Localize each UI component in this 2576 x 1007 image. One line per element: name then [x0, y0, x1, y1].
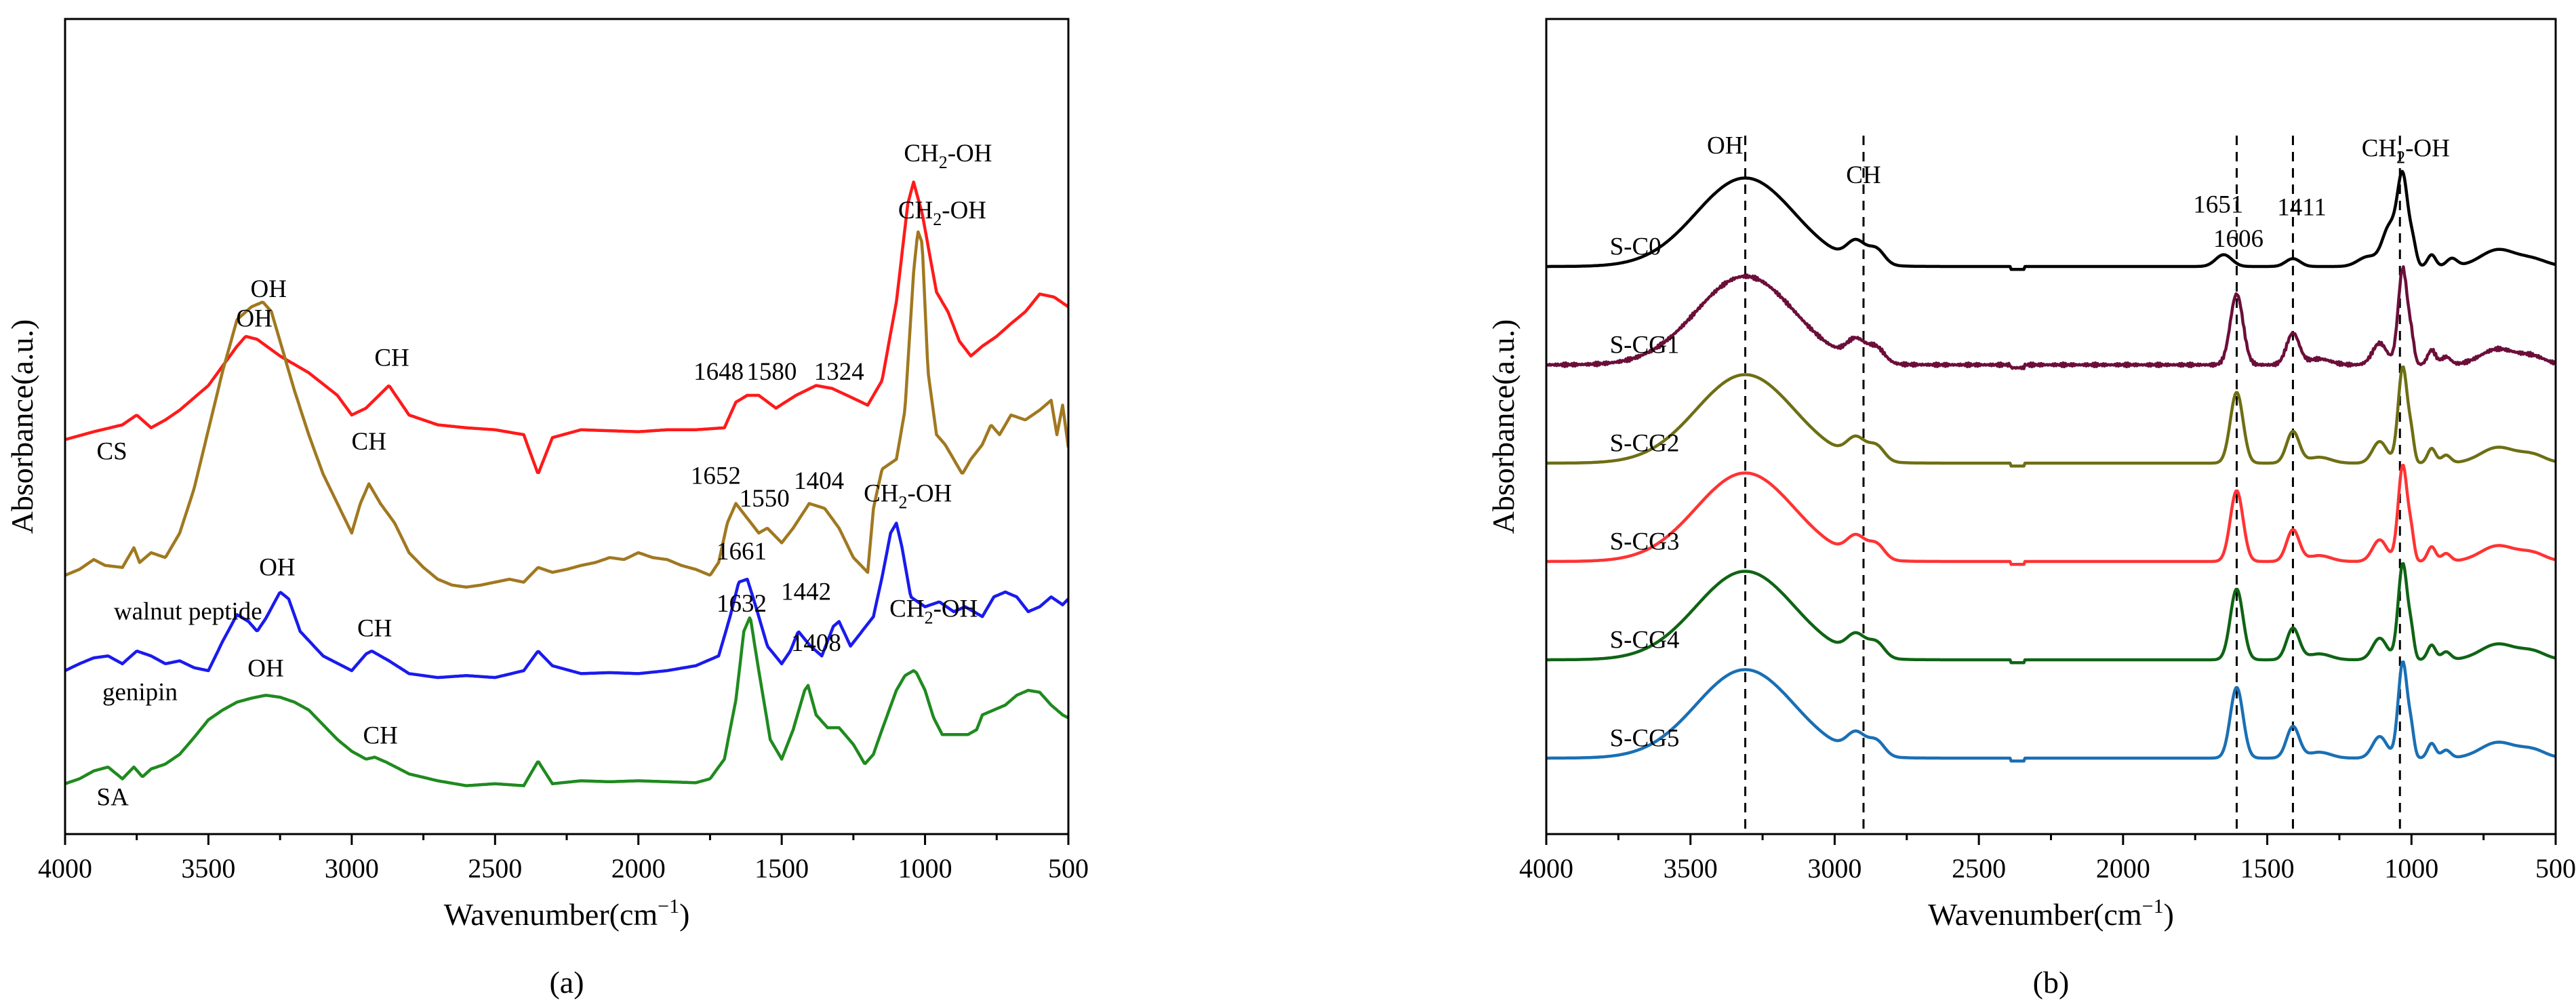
peak-label-ch2oh: CH2-OH: [2362, 135, 2450, 167]
peak-label: CH: [374, 344, 409, 372]
series-line-s-cg1: [1546, 265, 2556, 371]
peak-label: 1632: [717, 590, 767, 618]
x-tick-label: 3500: [1664, 853, 1718, 884]
peak-label: 1648: [693, 358, 744, 386]
peak-label: OH: [247, 655, 283, 683]
series-label: SA: [97, 784, 129, 812]
y-axis-label: Absorbance(a.u.): [5, 319, 39, 534]
peak-label: OH: [259, 553, 295, 581]
x-tick-label: 3000: [325, 853, 379, 884]
peak-label: 1651: [2193, 191, 2243, 218]
series-label: genipin: [102, 679, 178, 707]
peak-label-ch2oh: CH2-OH: [904, 140, 992, 172]
series-line-sa: [65, 616, 1068, 787]
peak-label-ch2oh: CH2-OH: [898, 197, 986, 229]
peak-label: 1411: [2277, 194, 2327, 222]
series-label: S-CG2: [1610, 430, 1680, 458]
peak-label-ch2oh: CH2-OH: [864, 480, 952, 513]
series-label: S-CG5: [1610, 725, 1680, 753]
peak-label: 1408: [791, 629, 841, 657]
series-line-s-cg5: [1546, 660, 2556, 763]
series-label: S-CG3: [1610, 528, 1680, 556]
x-tick-label: 4000: [38, 853, 92, 884]
panel-caption: (a): [549, 965, 584, 1000]
peak-label: 1404: [794, 467, 844, 495]
series-line-s-cg4: [1546, 561, 2556, 665]
peak-label: 1324: [814, 358, 864, 386]
series-label: S-C0: [1610, 233, 1662, 261]
peak-label: OH: [236, 305, 272, 333]
series-line-genipin: [65, 521, 1068, 679]
peak-label: OH: [1707, 132, 1743, 159]
peak-label: 1606: [2213, 225, 2263, 253]
x-tick-label: 500: [1048, 853, 1089, 884]
peak-label: 1580: [746, 358, 797, 386]
x-tick-label: 500: [2535, 853, 2576, 884]
panel-a: 4000 3500 3000 2500 2000 1500 1000 500 Wavenumbe…: [5, 18, 1089, 1000]
series-line-walnut-peptide: [65, 230, 1068, 589]
x-tick-label: 1000: [898, 853, 952, 884]
x-tick-label: 1500: [754, 853, 809, 884]
peak-label: OH: [251, 275, 287, 303]
x-axis-label: Wavenumber(cm−1): [1928, 895, 2174, 932]
x-tick-label: 2500: [468, 853, 522, 884]
x-tick-label: 2000: [2096, 853, 2150, 884]
x-tick-label: 1000: [2384, 853, 2438, 884]
panel-caption: (b): [2033, 965, 2070, 1000]
x-tick-label: 2500: [1952, 853, 2006, 884]
series-label: S-CG4: [1610, 627, 1680, 654]
x-tick-label: 1500: [2240, 853, 2295, 884]
peak-label: 1442: [781, 578, 831, 606]
x-tick-label: 4000: [1519, 853, 1573, 884]
series-line-s-cg2: [1546, 365, 2556, 468]
series-label: CS: [97, 437, 127, 465]
peak-label: 1652: [691, 462, 741, 490]
peak-label: CH: [352, 428, 386, 456]
plot-frame: [1545, 18, 2557, 835]
series-label: walnut peptide: [114, 598, 262, 626]
x-tick-label: 2000: [611, 853, 666, 884]
series-line-s-c0: [1546, 170, 2556, 271]
x-tick-label: 3000: [1807, 853, 1861, 884]
y-axis-label: Absorbance(a.u.): [1486, 319, 1521, 534]
peak-label: CH: [1846, 161, 1880, 189]
peak-label: 1661: [717, 538, 767, 566]
series-line-s-cg3: [1546, 463, 2556, 566]
peak-label: CH: [363, 722, 397, 749]
x-axis-label: Wavenumber(cm−1): [444, 895, 690, 932]
series-line-cs: [65, 180, 1068, 475]
x-tick-label: 3500: [181, 853, 235, 884]
peak-label-ch2oh: CH2-OH: [889, 595, 978, 627]
series-label: S-CG1: [1610, 332, 1680, 359]
peak-label: 1550: [740, 485, 790, 513]
panel-b: 4000 3500 3000 2500 2000 1500 1000 500 Wavenumbe…: [1486, 18, 2576, 1000]
peak-label: CH: [357, 614, 392, 642]
